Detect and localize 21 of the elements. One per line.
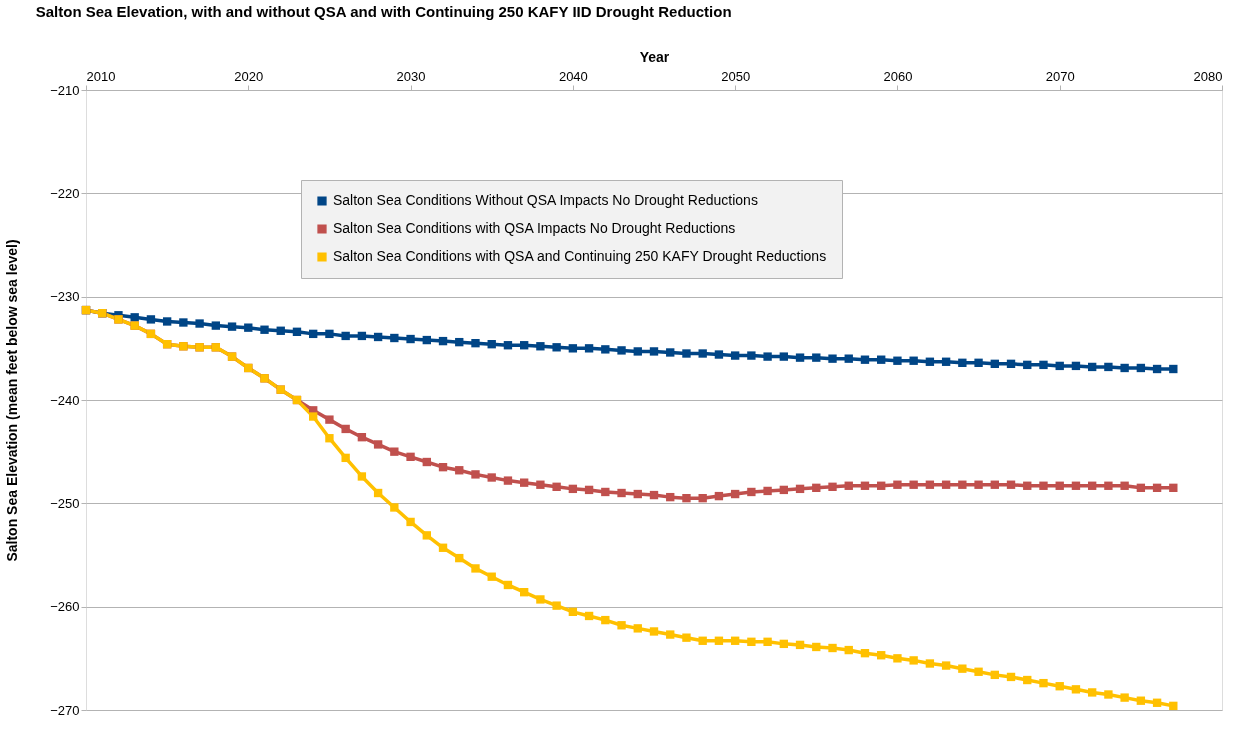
y-axis-title: Salton Sea Elevation (mean feet below sea level) bbox=[4, 239, 21, 562]
chart-title: Salton Sea Elevation, with and without QSA and with Continuing 250 KAFY IID Drought Reduction bbox=[35, 3, 732, 20]
legend-label: Salton Sea Conditions with QSA and Continuing 250 KAFY Drought Reductions bbox=[333, 248, 827, 264]
x-tick-label: 2070 bbox=[1045, 68, 1075, 84]
x-tick-label: 2030 bbox=[396, 68, 426, 84]
legend-label: Salton Sea Conditions with QSA Impacts No Drought Reductions bbox=[333, 220, 736, 236]
y-tick-label: −230 bbox=[50, 289, 80, 305]
x-axis-title: Year bbox=[639, 48, 670, 65]
y-tick-label: −210 bbox=[50, 82, 80, 98]
y-tick-label: −260 bbox=[50, 599, 80, 615]
x-tick-label: 2020 bbox=[234, 68, 264, 84]
y-tick-label: −220 bbox=[50, 185, 80, 201]
legend-label: Salton Sea Conditions Without QSA Impacts No Drought Reductions bbox=[333, 192, 758, 208]
y-tick-label: −240 bbox=[50, 392, 80, 408]
x-tick-label: 2080 bbox=[1193, 68, 1223, 84]
x-tick-label: 2010 bbox=[86, 68, 116, 84]
y-tick-label: −250 bbox=[50, 495, 80, 511]
x-tick-label: 2050 bbox=[721, 68, 751, 84]
x-tick-label: 2060 bbox=[883, 68, 913, 84]
y-tick-label: −270 bbox=[50, 702, 80, 718]
x-tick-label: 2040 bbox=[558, 68, 588, 84]
